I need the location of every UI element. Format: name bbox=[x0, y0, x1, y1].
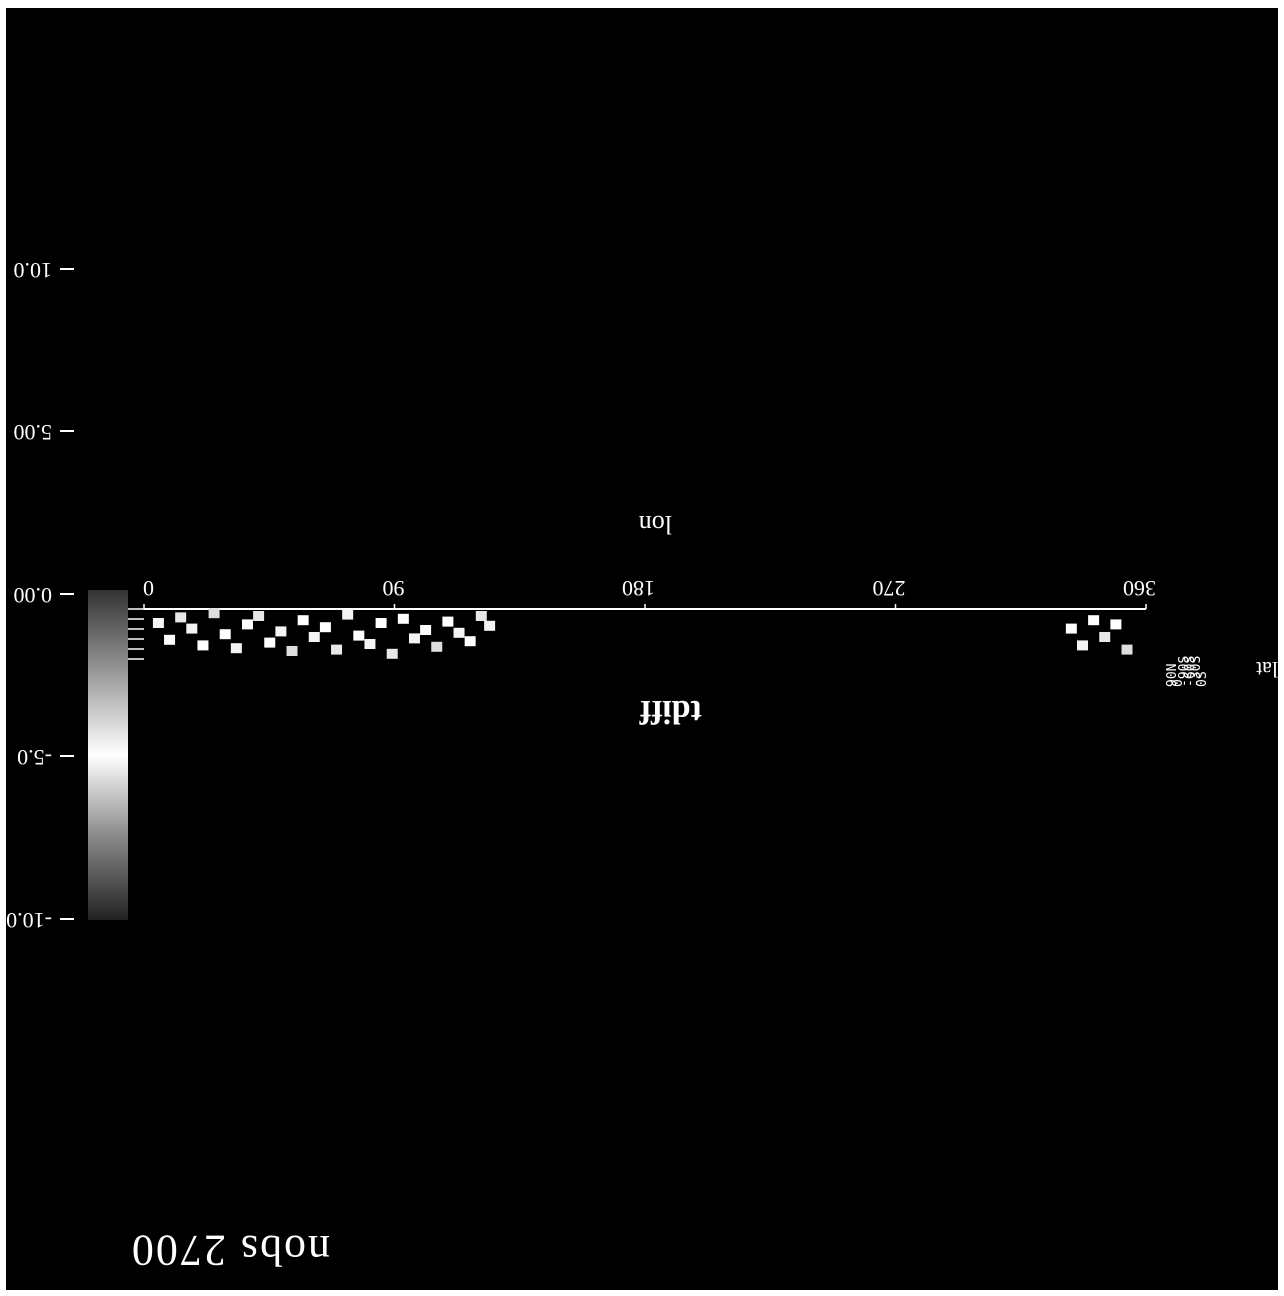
colorbar-tick-mark bbox=[60, 593, 74, 595]
heatmap-cell bbox=[1088, 615, 1100, 626]
heatmap-cell bbox=[297, 615, 309, 626]
heatmap-cell bbox=[253, 611, 265, 621]
heatmap-cell bbox=[164, 634, 176, 645]
x-axis-label: lon bbox=[638, 510, 672, 539]
heatmap-cell bbox=[286, 646, 298, 656]
x-tick-label: 0 bbox=[143, 576, 154, 601]
heatmap-cell bbox=[475, 611, 487, 621]
heatmap-cell bbox=[453, 627, 465, 638]
x-tick-label: 180 bbox=[622, 576, 655, 601]
heatmap-cell bbox=[1065, 623, 1077, 634]
heatmap-cell bbox=[308, 632, 320, 642]
x-tick-label: 90 bbox=[382, 576, 405, 601]
rotated-plot: tdiff lon lat 0 90 180 270 360 0S -30S -60S -90… bbox=[6, 8, 1278, 1290]
heatmap-cell bbox=[275, 626, 287, 637]
x-tick-label: 360 bbox=[1123, 576, 1156, 601]
heatmap-cell bbox=[431, 641, 443, 652]
heatmap-cell bbox=[375, 618, 387, 628]
heatmap-cell bbox=[319, 622, 331, 633]
y-axis-label: lat bbox=[1256, 657, 1278, 682]
heatmap-cell bbox=[464, 636, 476, 647]
colorbar-tick-mark bbox=[60, 268, 74, 270]
colorbar-tick-mark bbox=[60, 918, 74, 920]
colorbar-tick-label: -10.0 bbox=[6, 908, 52, 933]
heatmap-cell bbox=[342, 609, 354, 620]
heatmap-cell bbox=[219, 629, 231, 640]
heatmap-cell bbox=[484, 620, 496, 631]
plot-frame: tdiff lon lat 0 90 180 270 360 0S -30S -60S -90… bbox=[6, 8, 1278, 1290]
heatmap-cell bbox=[386, 648, 398, 659]
heatmap-cell bbox=[420, 625, 432, 635]
heatmap-cell bbox=[442, 616, 454, 627]
heatmap-cell bbox=[152, 618, 164, 628]
y-tick-label: 90N bbox=[1165, 663, 1180, 687]
heatmap-cell bbox=[1121, 644, 1133, 655]
heatmap-cell bbox=[264, 637, 276, 648]
heatmap-cell bbox=[364, 639, 376, 649]
nobs-label: nobs 2700 bbox=[129, 1226, 330, 1275]
heatmap-chart bbox=[88, 590, 1147, 920]
heatmap-cell bbox=[197, 640, 209, 651]
heatmap-cell bbox=[408, 633, 420, 644]
heatmap-cell bbox=[353, 630, 365, 641]
heatmap-cells bbox=[152, 608, 1133, 659]
colorbar-tick-mark bbox=[60, 755, 74, 758]
plot-axes bbox=[116, 604, 1147, 660]
colorbar-tick-label: 5.00 bbox=[13, 420, 53, 446]
heatmap-cell bbox=[1099, 632, 1111, 642]
colorbar-tick-label: 0.00 bbox=[13, 583, 53, 608]
colorbar bbox=[88, 590, 128, 920]
colorbar-tick-label: 10.0 bbox=[13, 258, 53, 283]
heatmap-cell bbox=[1076, 640, 1088, 651]
heatmap-cell bbox=[186, 623, 198, 634]
colorbar-tick-mark bbox=[60, 430, 74, 433]
chart-title: tdiff bbox=[639, 693, 702, 730]
heatmap-cell bbox=[241, 619, 253, 630]
heatmap-cell bbox=[1110, 619, 1122, 630]
colorbar-tick-label: -5.0 bbox=[17, 745, 52, 771]
heatmap-cell bbox=[331, 644, 343, 655]
heatmap-cell bbox=[397, 613, 409, 624]
heatmap-cell bbox=[208, 608, 220, 619]
heatmap-cell bbox=[175, 612, 187, 623]
heatmap-cell bbox=[230, 643, 242, 654]
x-tick-label: 270 bbox=[872, 576, 906, 601]
